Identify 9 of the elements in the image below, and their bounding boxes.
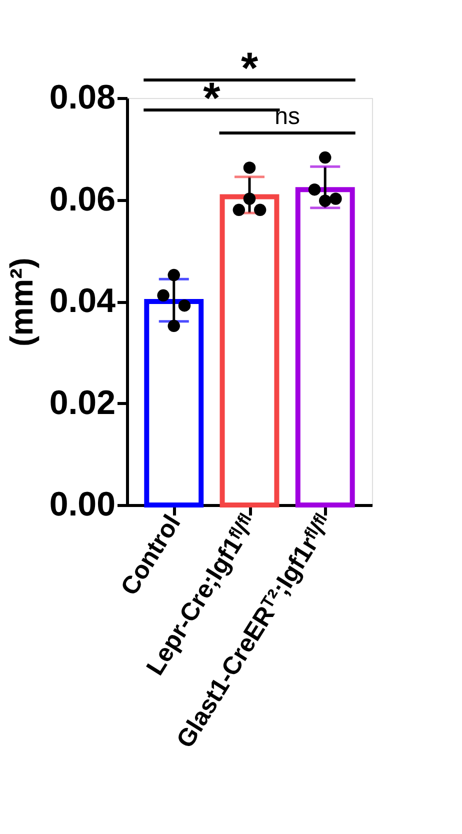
- y-tick-label: 0.02: [49, 384, 116, 422]
- annotation: *: [203, 74, 222, 123]
- y-tick-label: 0.06: [49, 180, 116, 218]
- annotation: ns: [274, 103, 300, 130]
- y-tick-label: 0.08: [49, 78, 116, 116]
- y-axis-title: (mm²): [3, 258, 40, 346]
- y-tick-label: 0.00: [49, 486, 116, 524]
- y-tick-label: 0.04: [49, 282, 116, 320]
- text: *: [240, 44, 259, 93]
